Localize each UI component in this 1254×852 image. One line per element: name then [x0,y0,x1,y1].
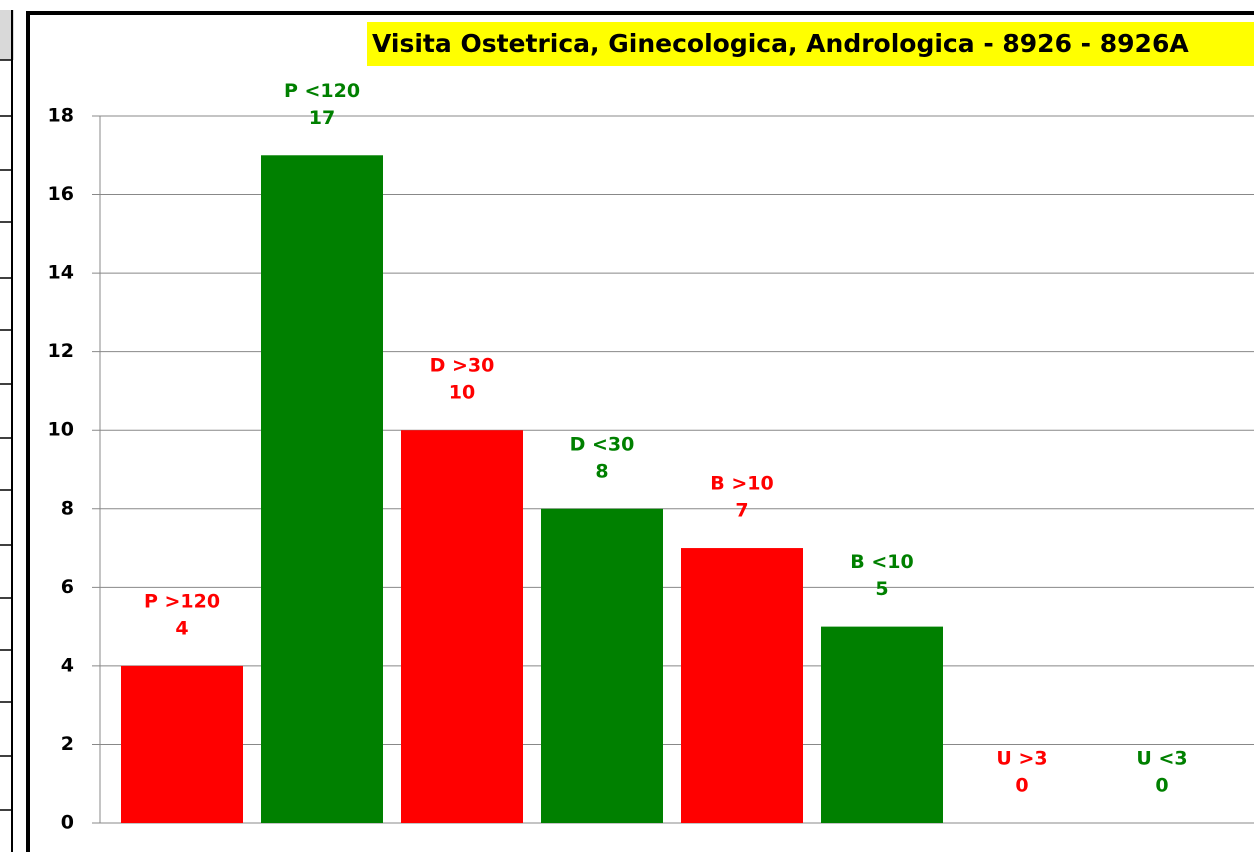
y-tick-label: 0 [61,812,74,834]
y-tick-label: 6 [61,576,74,598]
data-label: 7 [735,500,748,522]
y-tick-label: 2 [61,733,74,755]
chart-title: Visita Ostetrica, Ginecologica, Androlog… [372,29,1189,58]
data-label: 10 [449,382,475,404]
bar [261,155,383,823]
side-table [0,10,14,852]
bar-category-label: D >30 [430,355,495,377]
y-tick-label: 12 [48,340,74,362]
y-tick-label: 18 [48,105,74,127]
bar [821,626,943,823]
bar-category-label: B >10 [710,473,773,495]
bar [401,430,523,823]
bar-category-label: U >3 [996,748,1047,770]
data-label: 0 [1155,775,1168,797]
data-label: 5 [875,578,888,600]
data-label: 0 [1015,775,1028,797]
y-tick-label: 8 [61,497,74,519]
data-label: 4 [175,617,188,639]
side-header [0,10,14,60]
bar-category-label: U <3 [1136,748,1187,770]
bar-category-label: D <30 [570,433,635,455]
title-box [367,22,1254,66]
data-label: 8 [595,460,608,482]
bar-category-label: P >120 [144,590,220,612]
bar-category-label: B <10 [850,551,913,573]
data-label: 17 [309,107,335,129]
y-tick-label: 16 [48,183,74,205]
bar [681,548,803,823]
bar-category-label: P <120 [284,80,360,102]
y-tick-label: 14 [48,262,74,284]
y-tick-label: 10 [48,419,74,441]
bar [541,508,663,823]
y-tick-label: 4 [61,654,74,676]
bar [121,665,243,823]
side-rows [0,59,12,811]
